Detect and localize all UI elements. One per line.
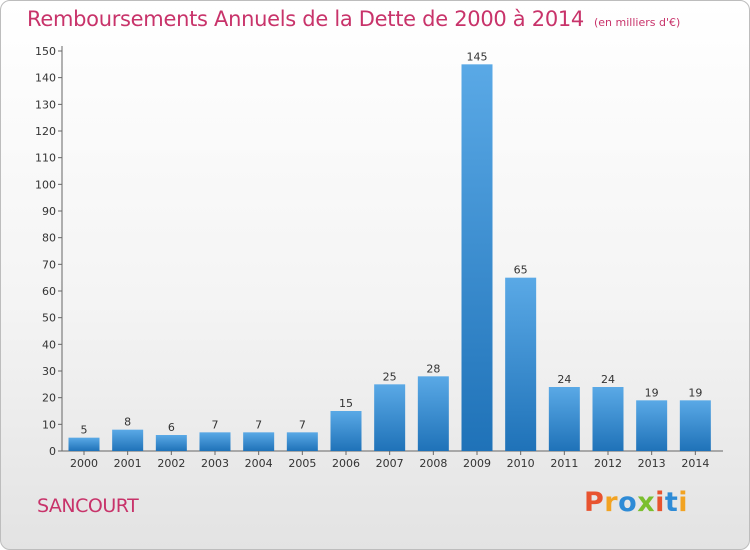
bar xyxy=(679,400,711,451)
data-label: 5 xyxy=(81,424,88,437)
bar xyxy=(243,432,275,451)
data-label: 145 xyxy=(467,50,488,63)
x-tick-label: 2014 xyxy=(681,457,709,470)
logo-letter: i xyxy=(678,487,689,518)
bar xyxy=(636,400,668,451)
y-tick-label: 130 xyxy=(35,98,56,111)
bar xyxy=(286,432,318,451)
data-label: 15 xyxy=(339,397,353,410)
bar xyxy=(592,387,624,451)
y-tick-label: 10 xyxy=(42,418,56,431)
data-label: 65 xyxy=(514,264,528,277)
data-label: 7 xyxy=(299,418,306,431)
data-label: 8 xyxy=(124,416,131,429)
data-label: 25 xyxy=(383,370,397,383)
bar xyxy=(374,384,406,451)
x-tick-label: 2002 xyxy=(157,457,185,470)
x-tick-label: 2004 xyxy=(245,457,273,470)
chart-subtitle: (en milliers d'€) xyxy=(594,16,681,29)
commune-name: SANCOURT xyxy=(37,495,139,517)
y-tick-label: 100 xyxy=(35,178,56,191)
logo-letter: i xyxy=(655,487,665,518)
y-tick-label: 60 xyxy=(42,285,56,298)
y-tick-label: 140 xyxy=(35,72,56,85)
y-tick-label: 0 xyxy=(49,445,56,458)
bar xyxy=(505,277,537,451)
y-tick-label: 90 xyxy=(42,205,56,218)
logo-letter: r xyxy=(604,487,619,518)
data-label: 28 xyxy=(426,362,440,375)
y-tick-label: 70 xyxy=(42,258,56,271)
bar xyxy=(461,64,493,452)
y-tick-label: 110 xyxy=(35,152,56,165)
bars xyxy=(68,64,711,452)
data-label: 7 xyxy=(212,418,219,431)
bar xyxy=(112,429,144,451)
x-tick-label: 2007 xyxy=(376,457,404,470)
x-tick-label: 2009 xyxy=(463,457,491,470)
logo-letter: t xyxy=(664,487,679,518)
y-tick-label: 120 xyxy=(35,125,56,138)
data-label: 19 xyxy=(645,386,659,399)
x-tick-label: 2013 xyxy=(638,457,666,470)
axes: 0 10 20 30 40 50 60 70 80 90 100 110 120 130 140 150 200… xyxy=(35,45,723,470)
x-tick-label: 2011 xyxy=(550,457,578,470)
x-tick-label: 2010 xyxy=(507,457,535,470)
x-tick-label: 2003 xyxy=(201,457,229,470)
bar xyxy=(155,435,187,451)
proxiti-logo: Proxiti xyxy=(584,487,688,518)
x-tick-label: 2012 xyxy=(594,457,622,470)
y-tick-label: 30 xyxy=(42,365,56,378)
y-tick-label: 20 xyxy=(42,392,56,405)
x-tick-label: 2008 xyxy=(419,457,447,470)
y-tick-label: 50 xyxy=(42,312,56,325)
data-label: 24 xyxy=(557,373,571,386)
y-tick-label: 150 xyxy=(35,45,56,58)
bar xyxy=(68,437,100,451)
bar xyxy=(199,432,231,451)
bar xyxy=(548,387,580,451)
data-label: 6 xyxy=(168,421,175,434)
bar xyxy=(330,411,362,451)
chart-title: Remboursements Annuels de la Dette de 20… xyxy=(27,7,681,31)
data-label: 19 xyxy=(688,386,702,399)
x-tick-label: 2000 xyxy=(70,457,98,470)
logo-letter: x xyxy=(637,487,656,518)
data-label: 24 xyxy=(601,373,615,386)
y-tick-label: 40 xyxy=(42,338,56,351)
logo-letter: P xyxy=(584,487,605,518)
x-tick-label: 2001 xyxy=(114,457,142,470)
data-label: 7 xyxy=(255,418,262,431)
value-labels: 5 8 6 7 7 7 15 25 28 145 65 24 24 19 19 xyxy=(81,50,703,436)
bar xyxy=(417,376,449,451)
x-tick-label: 2006 xyxy=(332,457,360,470)
x-tick-label: 2005 xyxy=(288,457,316,470)
y-tick-label: 80 xyxy=(42,232,56,245)
logo-letter: o xyxy=(618,487,638,518)
